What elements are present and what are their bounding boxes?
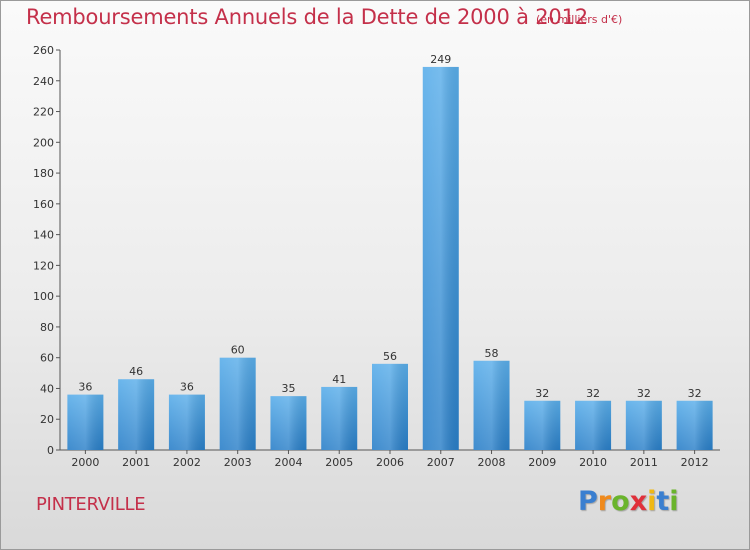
logo-letter: r <box>597 486 612 517</box>
bar-shade <box>524 400 561 450</box>
x-tick-label: 2001 <box>122 456 150 469</box>
y-tick-label: 200 <box>33 136 54 149</box>
y-tick-label: 220 <box>33 106 54 119</box>
data-label: 46 <box>129 365 143 378</box>
y-tick-label: 20 <box>40 413 54 426</box>
x-tick-label: 2008 <box>478 456 506 469</box>
y-tick-label: 40 <box>40 382 54 395</box>
logo-letter: i <box>647 486 657 517</box>
data-label: 249 <box>430 53 451 66</box>
y-tick-label: 120 <box>33 259 54 272</box>
y-tick-label: 240 <box>33 75 54 88</box>
bars <box>67 66 713 450</box>
chart-title: Remboursements Annuels de la Dette de 20… <box>26 5 588 29</box>
bar-shade <box>219 357 256 450</box>
logo-letter: o <box>611 486 630 517</box>
data-label: 58 <box>485 347 499 360</box>
data-label: 32 <box>535 387 549 400</box>
y-tick-label: 60 <box>40 352 54 365</box>
data-label: 35 <box>281 382 295 395</box>
commune-name: PINTERVILLE <box>36 494 146 515</box>
logo-letter: x <box>629 486 648 517</box>
y-tick-label: 100 <box>33 290 54 303</box>
x-tick-label: 2004 <box>274 456 302 469</box>
y-tick-label: 260 <box>33 44 54 57</box>
x-tick-label: 2005 <box>325 456 353 469</box>
bar-shade <box>625 400 662 450</box>
y-tick-label: 80 <box>40 321 54 334</box>
x-tick-label: 2009 <box>528 456 556 469</box>
bar-shade <box>575 400 612 450</box>
x-tick-label: 2007 <box>427 456 455 469</box>
x-tick-label: 2011 <box>630 456 658 469</box>
data-label: 32 <box>586 387 600 400</box>
logo-letter: P <box>578 486 598 517</box>
data-label: 56 <box>383 350 397 363</box>
y-tick-label: 0 <box>47 444 54 457</box>
bar-shade <box>67 394 104 450</box>
x-tick-label: 2003 <box>224 456 252 469</box>
x-tick-label: 2012 <box>681 456 709 469</box>
y-tick-label: 160 <box>33 198 54 211</box>
logo-letter: t <box>656 486 670 517</box>
y-tick-label: 140 <box>33 229 54 242</box>
bar-shade <box>473 360 510 450</box>
bar-shade <box>372 363 408 450</box>
proxiti-logo: Proxiti <box>578 486 679 517</box>
y-tick-label: 180 <box>33 167 54 180</box>
x-tick-label: 2000 <box>71 456 99 469</box>
data-label: 60 <box>231 344 245 357</box>
x-tick-label: 2010 <box>579 456 607 469</box>
units-label: (en milliers d'€) <box>536 13 623 26</box>
bar-shade <box>321 386 358 450</box>
data-label: 32 <box>688 387 702 400</box>
bar-shade <box>168 394 205 450</box>
data-label: 36 <box>78 381 92 394</box>
data-label: 36 <box>180 381 194 394</box>
bar-shade <box>676 400 713 450</box>
data-label: 32 <box>637 387 651 400</box>
x-tick-label: 2006 <box>376 456 404 469</box>
x-tick-label: 2002 <box>173 456 201 469</box>
logo-letter: i <box>669 486 679 517</box>
bar-shade <box>270 396 307 450</box>
bar-shade <box>422 66 459 450</box>
data-label: 41 <box>332 373 346 386</box>
bar-shade <box>118 379 155 450</box>
value-labels: 36 46 36 60 35 41 56 249 58 32 32 32 32 <box>78 53 701 400</box>
